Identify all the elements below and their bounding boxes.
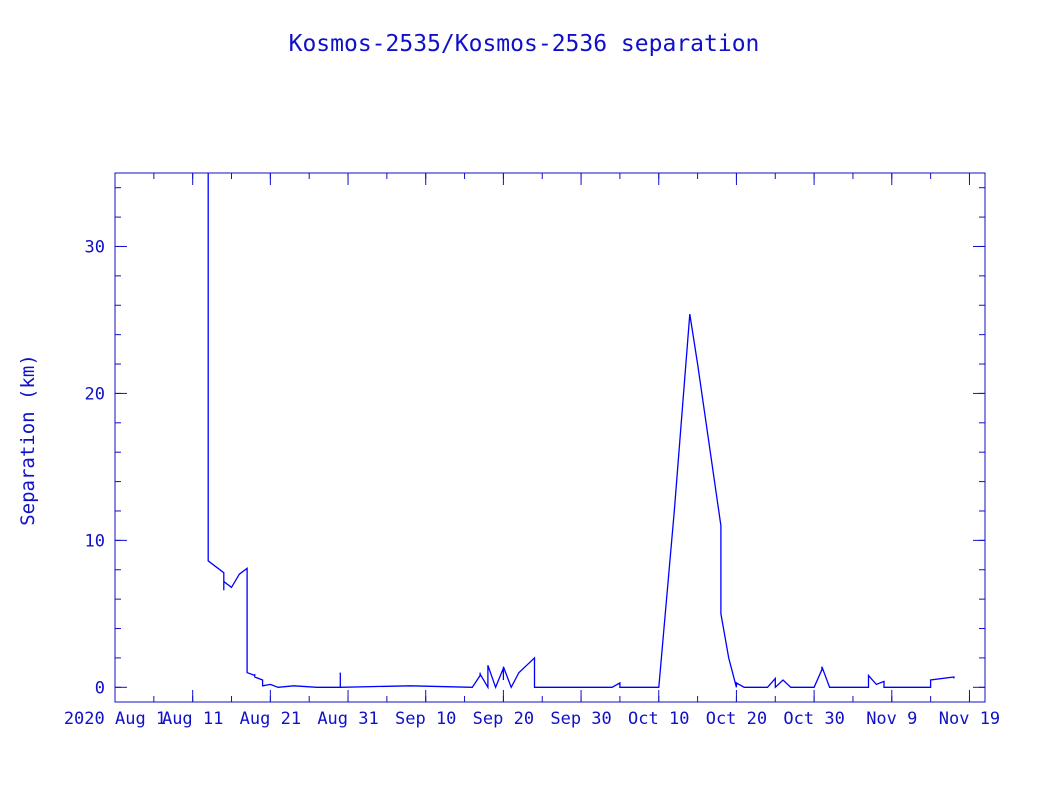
y-tick-label: 10 xyxy=(85,531,105,551)
plot-frame xyxy=(114,172,986,703)
x-tick-label: Aug 31 xyxy=(317,709,378,729)
series-group xyxy=(207,173,955,690)
x-tick-label: Sep 20 xyxy=(473,709,534,729)
x-tick-label: Sep 30 xyxy=(550,709,611,729)
axis-ticks xyxy=(114,173,985,702)
x-tick-label: Sep 10 xyxy=(395,709,456,729)
y-tick-labels: 0 10 20 30 xyxy=(85,237,105,698)
x-tick-label: Nov 9 xyxy=(866,709,917,729)
x-tick-label: Aug 11 xyxy=(162,709,223,729)
chart-title: Kosmos-2535/Kosmos-2536 separation xyxy=(289,31,760,57)
separation-series-line xyxy=(207,173,955,690)
y-tick-label: 20 xyxy=(85,384,105,404)
x-tick-label: Oct 10 xyxy=(628,709,689,729)
y-axis-label: Separation (km) xyxy=(17,354,39,526)
x-tick-label: Oct 20 xyxy=(706,709,767,729)
x-tick-label: Nov 19 xyxy=(939,709,1000,729)
y-tick-label: 30 xyxy=(85,237,105,257)
x-tick-label: Aug 21 xyxy=(240,709,301,729)
y-tick-label: 0 xyxy=(95,678,105,698)
x-tick-label: 2020 Aug 1 xyxy=(64,709,166,729)
x-tick-label: Oct 30 xyxy=(783,709,844,729)
